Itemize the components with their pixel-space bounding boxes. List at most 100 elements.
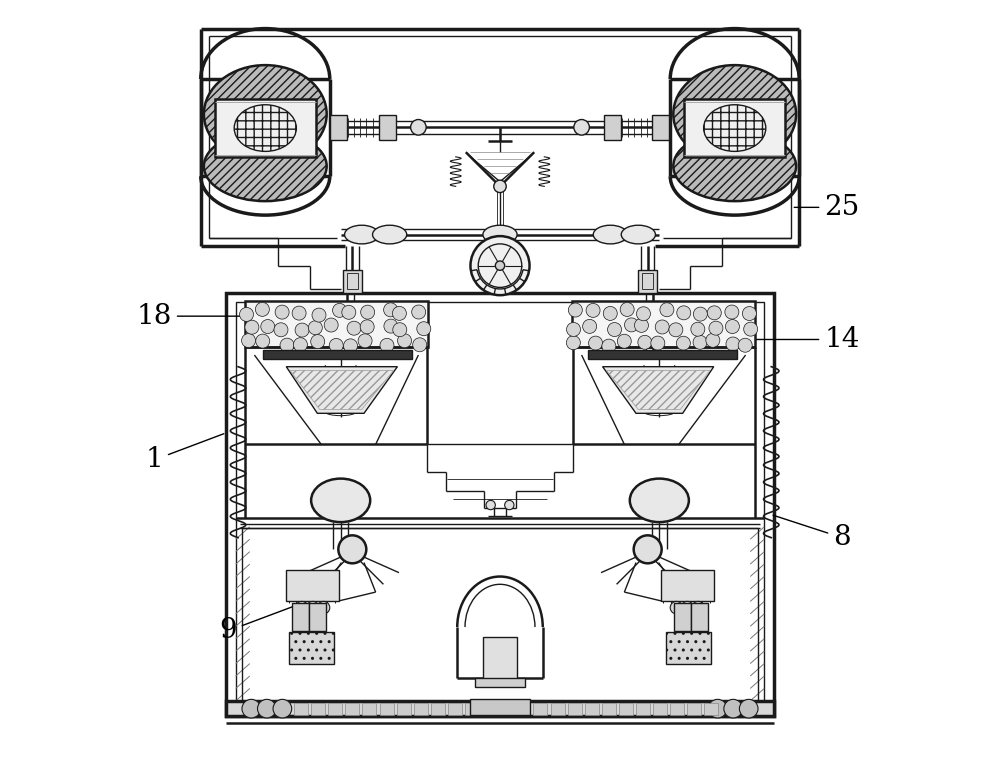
- Circle shape: [293, 338, 307, 352]
- Circle shape: [669, 323, 683, 337]
- Circle shape: [567, 322, 581, 336]
- Bar: [674, 603, 691, 631]
- Circle shape: [256, 334, 270, 348]
- Bar: [292, 603, 309, 631]
- Polygon shape: [603, 367, 714, 413]
- Bar: [309, 603, 326, 631]
- Circle shape: [744, 322, 758, 336]
- Circle shape: [586, 303, 600, 317]
- Circle shape: [692, 601, 704, 614]
- Circle shape: [574, 119, 589, 135]
- Bar: [431, 704, 445, 715]
- Circle shape: [651, 336, 665, 350]
- Circle shape: [568, 303, 582, 317]
- Bar: [289, 633, 334, 664]
- Ellipse shape: [483, 225, 517, 244]
- Bar: [691, 603, 708, 631]
- Bar: [236, 302, 764, 707]
- Circle shape: [708, 700, 727, 718]
- Circle shape: [655, 320, 669, 334]
- Circle shape: [494, 180, 506, 193]
- Bar: [483, 637, 517, 680]
- Circle shape: [384, 319, 398, 333]
- Circle shape: [360, 320, 374, 334]
- Bar: [666, 633, 711, 664]
- Bar: [226, 701, 774, 717]
- Bar: [642, 274, 653, 289]
- Bar: [604, 115, 621, 140]
- Circle shape: [280, 339, 294, 352]
- Bar: [653, 704, 667, 715]
- Circle shape: [634, 318, 648, 332]
- Circle shape: [617, 335, 631, 348]
- Circle shape: [398, 334, 412, 348]
- Circle shape: [255, 303, 269, 317]
- Ellipse shape: [204, 131, 327, 201]
- Circle shape: [625, 318, 638, 331]
- Bar: [345, 704, 359, 715]
- Circle shape: [245, 321, 259, 334]
- Bar: [414, 704, 428, 715]
- Circle shape: [413, 338, 427, 352]
- Bar: [670, 704, 684, 715]
- Circle shape: [333, 303, 347, 317]
- Bar: [572, 300, 755, 347]
- Bar: [470, 700, 530, 715]
- Bar: [379, 115, 396, 140]
- Circle shape: [677, 306, 691, 320]
- Circle shape: [329, 339, 343, 353]
- Circle shape: [275, 305, 289, 319]
- Circle shape: [306, 601, 319, 614]
- Bar: [328, 704, 342, 715]
- Bar: [499, 704, 513, 715]
- Bar: [215, 98, 316, 157]
- Text: 14: 14: [751, 326, 860, 353]
- Ellipse shape: [673, 65, 796, 163]
- Circle shape: [312, 308, 326, 322]
- Circle shape: [486, 500, 495, 509]
- Circle shape: [709, 321, 723, 335]
- Ellipse shape: [630, 479, 689, 522]
- Bar: [533, 704, 547, 715]
- Bar: [636, 704, 650, 715]
- Bar: [343, 270, 362, 292]
- Circle shape: [292, 306, 306, 320]
- Bar: [704, 704, 718, 715]
- Bar: [661, 570, 714, 601]
- Polygon shape: [286, 367, 397, 413]
- Circle shape: [273, 700, 292, 718]
- Circle shape: [317, 601, 330, 614]
- Bar: [652, 115, 669, 140]
- Circle shape: [676, 336, 690, 350]
- Circle shape: [583, 319, 597, 333]
- Circle shape: [344, 339, 358, 353]
- Circle shape: [742, 307, 756, 321]
- Circle shape: [242, 334, 256, 348]
- Text: 18: 18: [136, 303, 245, 330]
- Bar: [242, 527, 758, 705]
- Bar: [347, 274, 358, 289]
- Circle shape: [636, 307, 650, 321]
- Bar: [687, 704, 701, 715]
- Bar: [684, 98, 785, 157]
- Circle shape: [261, 320, 275, 334]
- Bar: [448, 704, 462, 715]
- Circle shape: [725, 320, 739, 334]
- Bar: [294, 704, 308, 715]
- Circle shape: [338, 535, 366, 563]
- Bar: [588, 349, 737, 359]
- Bar: [516, 704, 530, 715]
- Circle shape: [296, 601, 308, 614]
- Bar: [397, 704, 411, 715]
- Circle shape: [638, 335, 652, 349]
- Circle shape: [411, 119, 426, 135]
- Circle shape: [242, 700, 261, 718]
- Circle shape: [691, 322, 705, 336]
- Circle shape: [392, 307, 406, 321]
- Bar: [311, 704, 325, 715]
- Bar: [245, 300, 428, 347]
- Circle shape: [505, 500, 514, 509]
- Circle shape: [384, 303, 398, 317]
- Bar: [585, 704, 599, 715]
- Bar: [330, 115, 347, 140]
